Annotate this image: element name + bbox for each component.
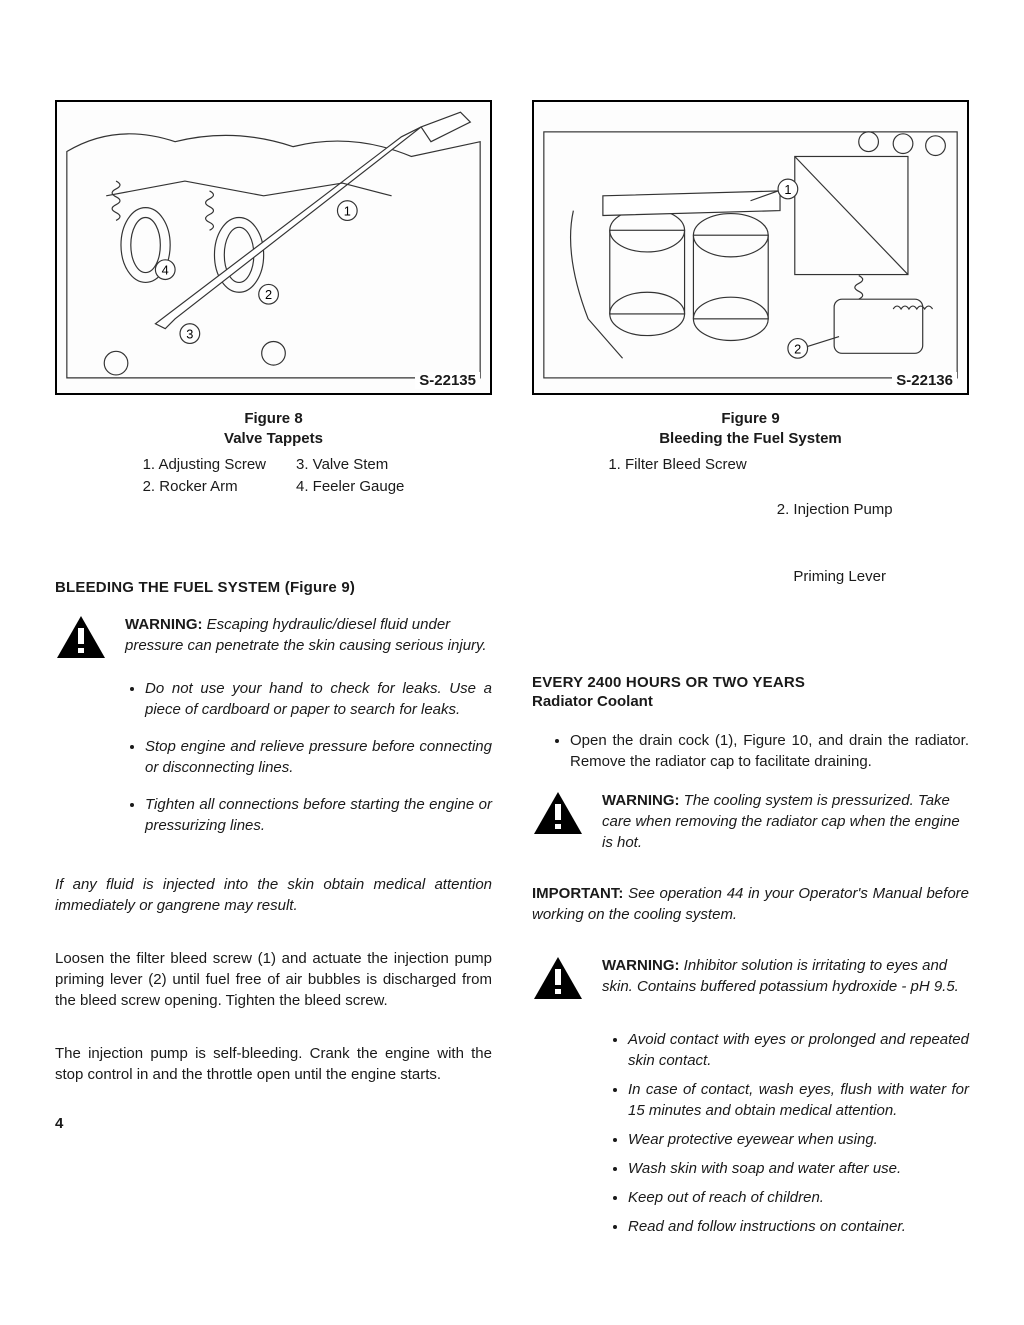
left-bullets: Do not use your hand to check for leaks.… [145,678,492,852]
important-note: IMPORTANT: See operation 44 in your Oper… [532,883,969,925]
figure-9-illustration: 1 2 [534,102,967,393]
bullet-item: In case of contact, wash eyes, flush wit… [628,1079,969,1121]
svg-text:2: 2 [794,341,801,356]
legend-left: 1. Filter Bleed Screw [608,454,746,634]
figure-9-number: Figure 9 [532,409,969,429]
figure-8-caption: Figure 8 Valve Tappets [55,409,492,450]
bullet-item: Stop engine and relieve pressure before … [145,736,492,778]
bullet-item: Open the drain cock (1), Figure 10, and … [570,730,969,772]
svg-text:4: 4 [162,263,169,278]
bullet-item: Do not use your hand to check for leaks.… [145,678,492,720]
legend-right: 2. Injection Pump Priming Lever [777,454,893,634]
svg-text:1: 1 [344,204,351,219]
body-paragraph-1: Loosen the filter bleed screw (1) and ac… [55,948,492,1011]
right-subheading: Radiator Coolant [532,693,969,710]
legend-item: 2. Rocker Arm [143,476,266,499]
page-container: 1 2 3 4 S-22135 Figure 8 Valve Tappets [55,100,969,1245]
warning-label: WARNING: [602,957,680,974]
bullet-item: Wear protective eyewear when using. [628,1129,969,1150]
warning-icon [532,955,584,1001]
warning-label: WARNING: [125,616,203,633]
warning-body: WARNING: Escaping hydraulic/diesel fluid… [125,614,492,656]
important-label: IMPORTANT: [532,885,623,902]
warning-body: WARNING: Inhibitor solution is irritatin… [602,955,969,997]
legend-item: 4. Feeler Gauge [296,476,404,499]
warning-block-pressurized: WARNING: The cooling system is pressuriz… [532,790,969,853]
figure-9-code: S-22136 [892,372,957,389]
svg-text:1: 1 [784,182,791,197]
figure-8-illustration: 1 2 3 4 [57,102,490,393]
svg-text:2: 2 [265,287,272,302]
right-safety-bullets: Avoid contact with eyes or prolonged and… [628,1029,969,1245]
left-column: 1 2 3 4 S-22135 Figure 8 Valve Tappets [55,100,492,1245]
bullet-item: Keep out of reach of children. [628,1187,969,1208]
figure-9-title: Bleeding the Fuel System [532,429,969,449]
legend-left: 1. Adjusting Screw 2. Rocker Arm [143,454,266,499]
warning-label: WARNING: [602,792,680,809]
figure-8-number: Figure 8 [55,409,492,429]
warning-block-left: WARNING: Escaping hydraulic/diesel fluid… [55,614,492,660]
figure-9-legend: 1. Filter Bleed Screw 2. Injection Pump … [532,454,969,634]
legend-item: 1. Filter Bleed Screw [608,454,746,477]
legend-item: 2. Injection Pump [777,499,893,522]
right-column: 1 2 S-22136 Figure 9 Bleeding the Fuel S… [532,100,969,1245]
figure-8-title: Valve Tappets [55,429,492,449]
warning-icon [532,790,584,836]
figure-8-legend: 1. Adjusting Screw 2. Rocker Arm 3. Valv… [55,454,492,499]
right-heading: EVERY 2400 HOURS OR TWO YEARS [532,674,969,691]
bullet-item: Tighten all connections before starting … [145,794,492,836]
legend-right: 3. Valve Stem 4. Feeler Gauge [296,454,404,499]
legend-item: 3. Valve Stem [296,454,404,477]
bullet-item: Read and follow instructions on containe… [628,1216,969,1237]
body-paragraph-2: The injection pump is self-bleeding. Cra… [55,1043,492,1085]
warning-body: WARNING: The cooling system is pressuriz… [602,790,969,853]
bullet-item: Wash skin with soap and water after use. [628,1158,969,1179]
warning-block-inhibitor: WARNING: Inhibitor solution is irritatin… [532,955,969,1001]
figure-8-box: 1 2 3 4 S-22135 [55,100,492,395]
right-open-bullet: Open the drain cock (1), Figure 10, and … [570,730,969,772]
bullet-item: Avoid contact with eyes or prolonged and… [628,1029,969,1071]
figure-9-caption: Figure 9 Bleeding the Fuel System [532,409,969,450]
page-number: 4 [55,1115,492,1132]
legend-item: Priming Lever [777,566,893,589]
figure-9-box: 1 2 S-22136 [532,100,969,395]
svg-text:3: 3 [186,327,193,342]
italic-paragraph: If any fluid is injected into the skin o… [55,874,492,916]
legend-item: 1. Adjusting Screw [143,454,266,477]
warning-icon [55,614,107,660]
figure-8-code: S-22135 [415,372,480,389]
left-heading: BLEEDING THE FUEL SYSTEM (Figure 9) [55,579,492,596]
